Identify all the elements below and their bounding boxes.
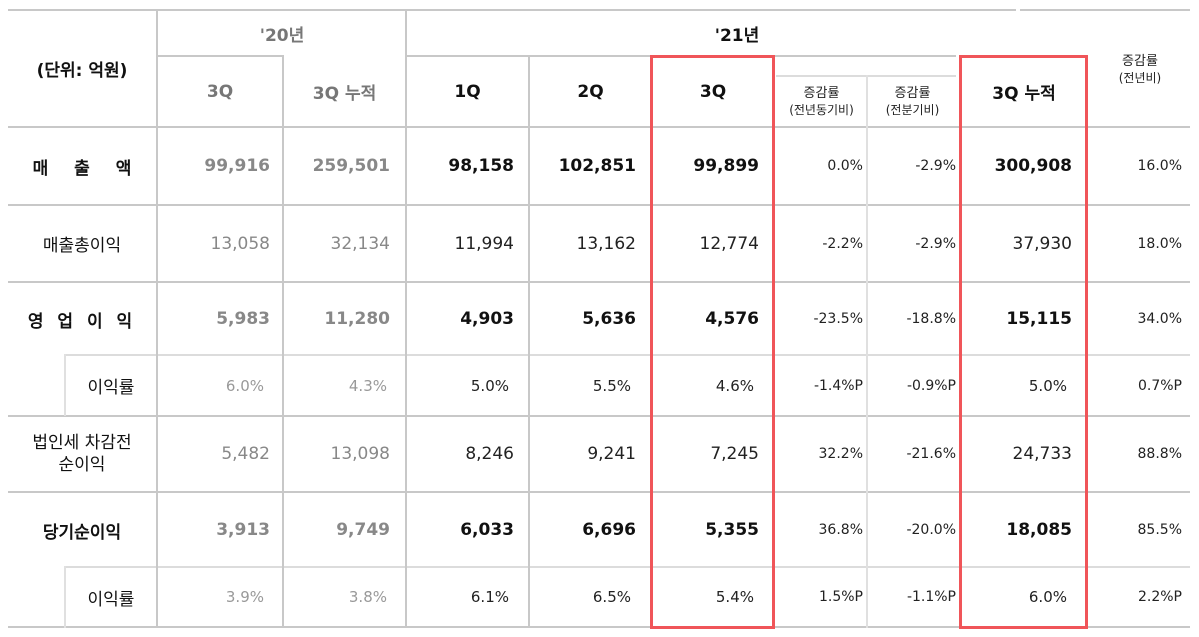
group-header-2020: '20년: [259, 25, 305, 46]
cell-pretax-2020-3q: 5,482: [221, 444, 270, 464]
cell-op-qoq: -18.8%: [906, 311, 956, 327]
cell-revenue-2021-2q: 102,851: [558, 156, 636, 176]
cell-revenue-yoy-annual: 16.0%: [1137, 158, 1182, 174]
row-label-gross-profit: 매출총이익: [42, 236, 122, 256]
cell-pretax-2020-3q-cum: 13,098: [330, 444, 390, 464]
col-header-qoq: 증감률 (전분기비): [868, 77, 957, 126]
cell-net-2021-1q: 6,033: [460, 520, 514, 540]
cell-net-margin-2020-3q-cum: 3.8%: [348, 588, 387, 606]
cell-pretax-2021-3q-cum: 24,733: [1012, 444, 1072, 464]
cell-net-margin-2020-3q: 3.9%: [225, 588, 264, 606]
cell-net-2020-3q: 3,913: [216, 520, 270, 540]
col-header-2021-2q: 2Q: [577, 81, 604, 102]
cell-net-margin-2021-3q-cum: 6.0%: [1028, 588, 1067, 606]
col-header-yoy-annual-sub: (전년비): [1118, 71, 1162, 85]
cell-op-margin-yoy-annual: 0.7%P: [1137, 377, 1182, 394]
cell-pretax-yoy-annual: 88.8%: [1137, 446, 1182, 462]
col-header-yoy-sub: (전년동기비): [789, 102, 854, 117]
col-header-yoy-annual: 증감률 (전년비): [1090, 50, 1190, 90]
cell-op-2020-3q-cum: 11,280: [324, 309, 390, 329]
cell-op-2021-1q: 4,903: [460, 309, 514, 329]
col-header-2020-3q-cum: 3Q 누적: [312, 84, 377, 104]
cell-gross-2020-3q: 13,058: [210, 233, 270, 254]
cell-revenue-2021-1q: 98,158: [448, 156, 514, 176]
cell-pretax-qoq: -21.6%: [906, 446, 956, 462]
cell-revenue-yoy: 0.0%: [827, 158, 863, 174]
cell-revenue-2020-3q: 99,916: [204, 156, 270, 176]
cell-net-margin-2021-3q: 5.4%: [715, 588, 754, 606]
cell-op-margin-2021-3q-cum: 5.0%: [1028, 376, 1067, 395]
cell-pretax-2021-1q: 8,246: [465, 444, 514, 464]
cell-op-2021-3q-cum: 15,115: [1006, 309, 1072, 329]
cell-op-margin-2020-3q-cum: 4.3%: [348, 376, 387, 395]
row-label-pretax-income-line1: 법인세 차감전: [32, 433, 132, 453]
col-header-yoy-label: 증감률: [803, 85, 840, 101]
cell-gross-yoy: -2.2%: [822, 235, 863, 252]
cell-revenue-2021-3q: 99,899: [693, 156, 759, 176]
col-header-2021-1q: 1Q: [454, 81, 481, 102]
cell-net-qoq: -20.0%: [906, 522, 956, 538]
col-header-qoq-label: 증감률: [894, 85, 931, 101]
row-label-net-income: 당기순이익: [42, 522, 122, 543]
cell-gross-2021-3q-cum: 37,930: [1012, 233, 1072, 254]
cell-gross-2020-3q-cum: 32,134: [330, 233, 390, 254]
cell-gross-2021-2q: 13,162: [576, 233, 636, 254]
row-label-operating-margin: 이익률: [87, 378, 135, 398]
cell-op-margin-2021-3q: 4.6%: [715, 376, 754, 395]
row-label-net-margin: 이익률: [87, 589, 135, 610]
col-header-yoy: 증감률 (전년동기비): [777, 77, 866, 126]
cell-op-margin-2020-3q: 6.0%: [225, 376, 264, 395]
cell-op-2021-3q: 4,576: [705, 309, 759, 329]
row-label-pretax-income: 법인세 차감전 순이익: [8, 417, 156, 491]
cell-gross-2021-1q: 11,994: [454, 233, 514, 254]
cell-op-2020-3q: 5,983: [216, 309, 270, 329]
cell-op-yoy: -23.5%: [813, 311, 863, 327]
row-label-pretax-income-line2: 순이익: [58, 455, 106, 475]
cell-net-margin-qoq: -1.1%P: [906, 589, 956, 605]
cell-pretax-2021-3q: 7,245: [710, 444, 759, 464]
cell-net-margin-yoy-annual: 2.2%P: [1137, 589, 1182, 605]
row-label-operating-profit: 영 업 이 익: [27, 311, 137, 332]
row-label-revenue: 매 출 액: [32, 158, 142, 179]
unit-label: (단위: 억원): [36, 61, 128, 81]
cell-op-margin-qoq: -0.9%P: [906, 377, 956, 394]
cell-op-margin-2021-2q: 5.5%: [592, 376, 631, 395]
cell-op-yoy-annual: 34.0%: [1137, 311, 1182, 327]
cell-gross-yoy-annual: 18.0%: [1137, 235, 1182, 252]
cell-net-margin-2021-1q: 6.1%: [470, 588, 509, 606]
cell-revenue-2020-3q-cum: 259,501: [312, 156, 390, 176]
cell-net-margin-2021-2q: 6.5%: [592, 588, 631, 606]
col-header-yoy-annual-label: 증감률: [1122, 54, 1158, 69]
cell-net-2021-2q: 6,696: [582, 520, 636, 540]
cell-net-2020-3q-cum: 9,749: [336, 520, 390, 540]
group-header-2021: '21년: [714, 25, 760, 46]
col-header-2021-3q: 3Q: [699, 81, 727, 102]
col-header-2020-3q: 3Q: [206, 81, 234, 102]
cell-revenue-2021-3q-cum: 300,908: [994, 156, 1072, 176]
cell-net-2021-3q: 5,355: [705, 520, 759, 540]
cell-pretax-yoy: 32.2%: [818, 446, 863, 462]
cell-net-margin-yoy: 1.5%P: [818, 589, 863, 605]
col-header-qoq-sub: (전분기비): [885, 102, 940, 117]
cell-revenue-qoq: -2.9%: [915, 158, 956, 174]
cell-net-2021-3q-cum: 18,085: [1006, 520, 1072, 540]
cell-op-margin-yoy: -1.4%P: [813, 377, 863, 394]
col-header-2021-3q-cum: 3Q 누적: [992, 84, 1056, 104]
cell-net-yoy: 36.8%: [818, 522, 863, 538]
cell-net-yoy-annual: 85.5%: [1137, 522, 1182, 538]
cell-gross-2021-3q: 12,774: [699, 233, 759, 254]
cell-op-margin-2021-1q: 5.0%: [470, 376, 509, 395]
cell-op-2021-2q: 5,636: [582, 309, 636, 329]
cell-gross-qoq: -2.9%: [915, 235, 956, 252]
cell-pretax-2021-2q: 9,241: [587, 444, 636, 464]
